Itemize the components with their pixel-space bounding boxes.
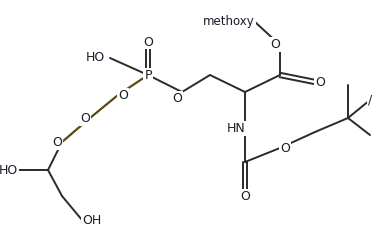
Text: O: O (315, 75, 325, 88)
Text: O: O (80, 111, 90, 124)
Text: HN: HN (226, 122, 245, 135)
Text: O: O (270, 38, 280, 51)
Text: O: O (143, 36, 153, 49)
Text: O: O (240, 189, 250, 203)
Text: HO: HO (86, 50, 105, 63)
Text: OH: OH (82, 213, 101, 226)
Text: P: P (144, 69, 152, 82)
Text: O: O (118, 88, 128, 101)
Text: O: O (52, 135, 62, 148)
Text: methoxy: methoxy (203, 15, 255, 28)
Text: HO: HO (0, 163, 18, 176)
Text: O: O (280, 142, 290, 155)
Text: O: O (172, 92, 182, 105)
Text: /: / (368, 94, 372, 107)
